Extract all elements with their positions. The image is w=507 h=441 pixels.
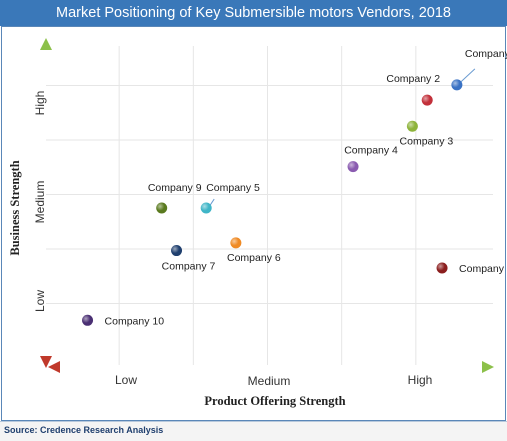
point-label: Company 2	[386, 73, 440, 85]
y-tick-medium: Medium	[33, 181, 47, 224]
point-label: Company 8	[459, 263, 507, 275]
point-highlight	[451, 79, 463, 91]
point-highlight	[436, 262, 448, 274]
grid-lines	[46, 46, 493, 365]
point-label: Company 4	[344, 145, 398, 157]
leader-line	[209, 198, 215, 206]
point-label: Company 9	[148, 182, 202, 194]
point-highlight	[82, 314, 94, 326]
chart-title: Market Positioning of Key Submersible mo…	[56, 5, 451, 21]
source-note: Source: Credence Research Analysis	[4, 425, 164, 435]
point-label: Company 10	[105, 315, 165, 327]
x-axis-title: Product Offering Strength	[204, 394, 345, 408]
chart-header: Market Positioning of Key Submersible mo…	[0, 0, 507, 26]
chart-frame	[1, 26, 506, 421]
y-axis-title: Business Strength	[8, 160, 22, 255]
x-tick-medium: Medium	[248, 374, 291, 388]
x-tick-low: Low	[115, 373, 137, 387]
y-tick-low: Low	[33, 290, 47, 312]
x-axis-left-arrow	[48, 361, 60, 373]
point-label: Company 5	[206, 182, 260, 194]
point-highlight	[230, 237, 242, 249]
point-label: Company 6	[227, 252, 281, 264]
x-tick-high: High	[408, 373, 433, 387]
point-highlight	[171, 245, 183, 257]
point-label: Company 7	[162, 261, 216, 273]
point-highlight	[347, 161, 359, 173]
y-tick-high: High	[33, 91, 47, 116]
point-label: Company 1	[465, 48, 507, 60]
leader-line	[460, 68, 476, 83]
y-axis-bottom-arrow	[40, 356, 52, 368]
point-highlight	[200, 202, 212, 214]
point-highlight	[156, 202, 168, 214]
chart-footer: Source: Credence Research Analysis	[0, 421, 507, 441]
x-axis	[48, 361, 494, 373]
positioning-chart: High Medium Low Low Medium High Product …	[8, 38, 507, 408]
point-label: Company 3	[400, 135, 454, 147]
point-highlight	[421, 94, 433, 106]
y-axis	[40, 38, 52, 368]
y-axis-top-arrow	[40, 38, 52, 50]
x-axis-right-arrow	[482, 361, 494, 373]
point-highlight	[406, 120, 418, 132]
